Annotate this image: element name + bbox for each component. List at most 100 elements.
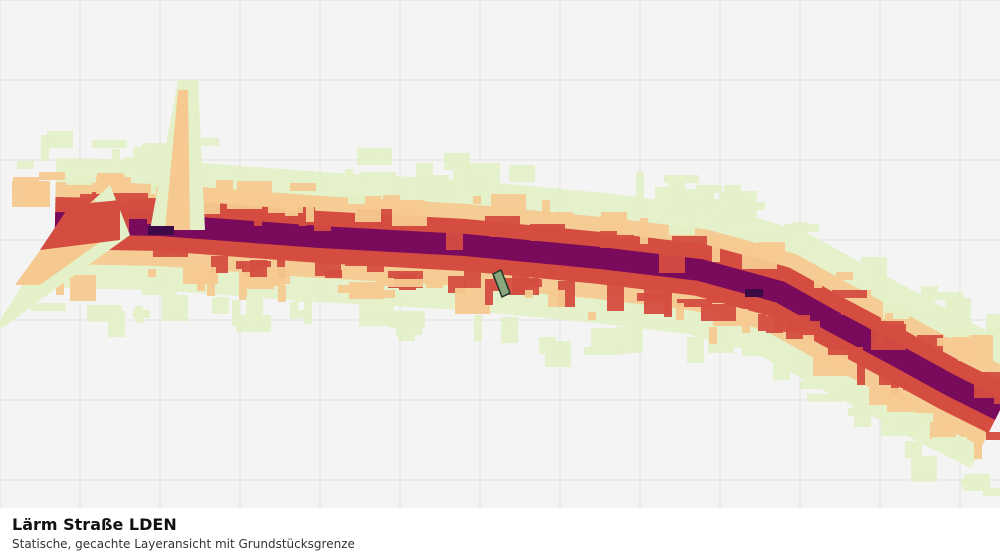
noise-cell [588, 312, 596, 320]
map-caption: Lärm Straße LDEN Statische, gecachte Lay… [0, 508, 1000, 560]
noise-cell [367, 264, 384, 272]
noise-cell [766, 316, 783, 333]
noise-cell [707, 235, 715, 243]
noise-cell [31, 303, 66, 311]
noise-cell [612, 222, 629, 230]
noise-cell [905, 441, 922, 458]
noise-cell [986, 432, 1000, 440]
noise-cell [964, 474, 990, 491]
noise-cell [903, 382, 920, 390]
noise-band [54, 212, 1000, 420]
noise-cell [885, 313, 893, 321]
noise-cell [917, 335, 943, 352]
noise-cell [254, 209, 262, 226]
noise-cell [446, 224, 463, 250]
noise-cell [153, 249, 188, 257]
noise-cell [932, 437, 967, 445]
noise-cell [474, 315, 482, 341]
noise-cell [108, 311, 125, 337]
noise-cell [800, 381, 826, 389]
noise-cell [707, 295, 724, 303]
noise-cell [232, 300, 240, 326]
noise-cell [80, 194, 106, 202]
noise-cell [348, 178, 365, 204]
noise-cell [912, 293, 938, 301]
noise-cell [759, 242, 785, 259]
noise-cell [298, 310, 306, 318]
noise-cell [47, 131, 73, 148]
noise-cell [836, 272, 853, 280]
noise-cell [742, 339, 768, 356]
noise-cell [227, 192, 262, 209]
noise-cell [983, 488, 1000, 496]
noise-cell [525, 279, 542, 287]
noise-cell [763, 231, 771, 239]
noise-cell [930, 422, 956, 439]
noise-cell [142, 287, 177, 295]
noise-cell [384, 184, 392, 192]
road-centerline [148, 226, 763, 297]
noise-cell [378, 290, 395, 298]
noise-cell [295, 294, 312, 302]
noise-cell [676, 303, 684, 320]
noise-cell [369, 148, 386, 165]
noise-cell [345, 258, 380, 266]
noise-cell [212, 297, 229, 314]
noise-layer [0, 80, 1000, 496]
noise-cell [304, 298, 312, 324]
noise-cell [848, 408, 883, 416]
noise-cell [730, 202, 765, 210]
noise-cell [677, 299, 712, 307]
noise-cell [12, 181, 47, 207]
noise-cell [314, 179, 340, 187]
noise-cell [278, 285, 286, 302]
noise-cell [841, 307, 858, 315]
noise-cell [257, 176, 274, 184]
noise-cell [290, 302, 298, 319]
noise-cell [314, 214, 331, 231]
noise-cell [958, 335, 993, 361]
noise-cell [709, 327, 717, 344]
noise-cell [325, 270, 342, 278]
noise-cell [659, 247, 685, 273]
noise-cell [473, 196, 481, 204]
layer-title: Lärm Straße LDEN [12, 515, 177, 534]
noise-cell [66, 168, 92, 185]
noise-spur [165, 90, 190, 230]
noise-cell [112, 149, 120, 166]
noise-cell [773, 354, 790, 380]
noise-cell [359, 300, 394, 326]
noise-cell [453, 165, 488, 191]
noise-cell [133, 147, 141, 164]
noise-cell [501, 317, 518, 343]
noise-cell [236, 261, 244, 269]
noise-cell [41, 137, 49, 154]
noise-cell [388, 279, 423, 287]
noise-cell [377, 278, 394, 286]
noise-cell [758, 314, 766, 331]
noise-cell [17, 161, 34, 169]
noise-cell [832, 290, 867, 298]
noise-cell [246, 297, 263, 323]
noise-cell [250, 260, 267, 277]
noise-cell [640, 218, 648, 244]
parcel-polygon[interactable] [492, 268, 511, 299]
noise-cell [277, 252, 285, 278]
noise-cell [556, 212, 573, 220]
noise-cell [726, 242, 743, 250]
noise-cell [383, 195, 400, 203]
noise-spread [40, 200, 120, 250]
noise-cell [876, 321, 884, 347]
noise-cell [664, 175, 699, 183]
parcel-boundary[interactable] [492, 268, 511, 299]
noise-cell [607, 285, 624, 311]
noise-map[interactable] [0, 0, 1000, 508]
noise-cell [70, 275, 96, 301]
noise-cell [600, 231, 617, 248]
noise-cell [485, 279, 493, 305]
noise-cell [542, 200, 550, 217]
noise-cell [794, 321, 820, 329]
noise-cell [56, 278, 64, 295]
noise-cell [911, 456, 937, 482]
noise-cell [814, 271, 822, 288]
